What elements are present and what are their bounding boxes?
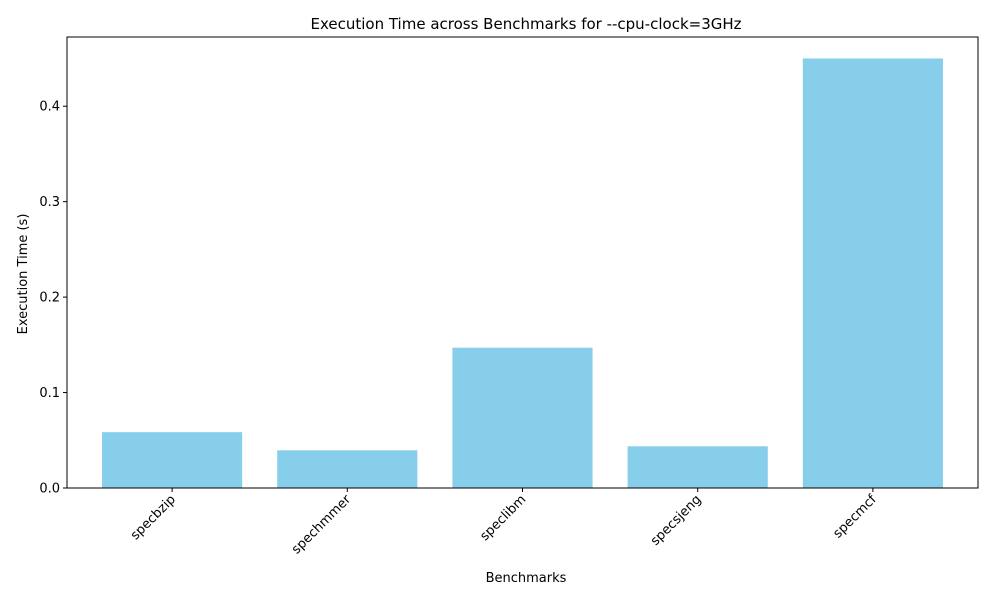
x-axis-label: Benchmarks bbox=[486, 571, 567, 586]
bar-specsjeng bbox=[627, 446, 768, 488]
y-tick-label: 0.0 bbox=[39, 482, 60, 497]
plot-area: 0.0 0.1 0.2 0.3 0.4 specbzip spechmmer speclibm… bbox=[39, 36, 979, 558]
bar-specmcf bbox=[802, 58, 943, 488]
bar-speclibm bbox=[452, 347, 593, 488]
chart-title: Execution Time across Benchmarks for --c… bbox=[310, 15, 741, 33]
x-tick-label: spechmmer bbox=[289, 492, 355, 558]
x-tick-label: specbzip bbox=[128, 492, 179, 543]
bar-specbzip bbox=[102, 432, 243, 488]
x-tick-label: speclibm bbox=[477, 492, 529, 544]
y-tick-label: 0.3 bbox=[39, 195, 60, 210]
y-tick-label: 0.1 bbox=[39, 386, 60, 401]
y-axis-label: Execution Time (s) bbox=[16, 214, 31, 335]
x-tick-label: specsjeng bbox=[648, 492, 705, 549]
bar-spechmmer bbox=[277, 450, 418, 488]
y-tick-label: 0.4 bbox=[39, 100, 60, 115]
x-tick-label: specmcf bbox=[831, 492, 880, 541]
y-tick-label: 0.2 bbox=[39, 291, 60, 306]
